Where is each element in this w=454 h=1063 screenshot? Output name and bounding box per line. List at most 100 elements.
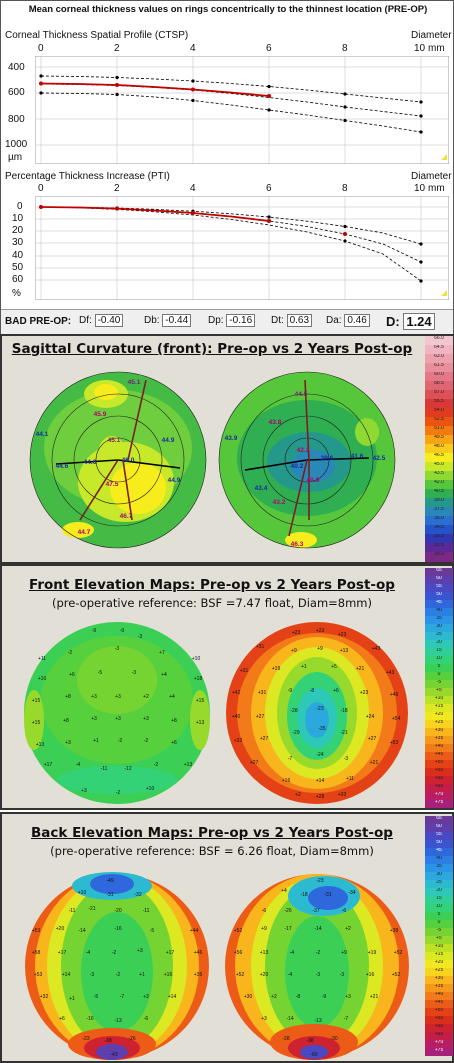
svg-text:+16: +16 <box>164 972 173 978</box>
svg-text:+46: +46 <box>194 950 203 956</box>
svg-text:-21: -21 <box>88 906 95 912</box>
svg-text:-35: -35 <box>318 726 325 732</box>
svg-text:-3: -3 <box>90 972 95 978</box>
sagittal-title: Sagittal Curvature (front): Pre-op vs 2 … <box>11 341 413 357</box>
svg-text:+44: +44 <box>190 928 199 934</box>
scale-label: +45 <box>425 752 453 760</box>
svg-text:+3: +3 <box>65 740 71 746</box>
ctsp-upper-bound <box>40 75 422 103</box>
ctsp-mean <box>40 83 422 117</box>
scale-label: +35 <box>425 984 453 992</box>
scale-label: +75 <box>425 800 453 808</box>
svg-text:+3: +3 <box>115 694 121 700</box>
svg-text:+30: +30 <box>244 994 253 1000</box>
pti-y-tick: 10 <box>12 213 24 224</box>
pti-y-tick: 30 <box>12 237 24 248</box>
svg-text:+7: +7 <box>159 650 165 656</box>
svg-text:-6: -6 <box>342 908 347 914</box>
svg-text:+15: +15 <box>196 698 205 704</box>
scale-label: 55 <box>425 832 453 840</box>
front-elevation-title: Front Elevation Maps: Pre-op vs 2 Years … <box>29 577 395 593</box>
svg-text:-9: -9 <box>322 994 327 1000</box>
svg-text:-16: -16 <box>114 926 121 932</box>
svg-text:+16: +16 <box>366 972 375 978</box>
svg-text:+15: +15 <box>32 698 41 704</box>
scale-label: 55 <box>425 584 453 592</box>
scale-label: +40 <box>425 744 453 752</box>
front-elevation-preop-map: -9 -9 -3 +11 -2 -3 +7 +10 +16 +6 -5 -3 +4 +18 +15 +8… <box>24 622 210 804</box>
svg-text:-7: -7 <box>288 756 293 762</box>
svg-text:-4: -4 <box>86 950 91 956</box>
map-value: 44.9 <box>168 477 181 484</box>
svg-text:+31: +31 <box>258 690 267 696</box>
scale-label: 15 <box>425 896 453 904</box>
svg-text:-2: -2 <box>116 790 121 796</box>
svg-text:+54: +54 <box>392 716 401 722</box>
back-elevation-panel: Back Elevation Maps: Pre-op vs 2 Years P… <box>0 812 454 1063</box>
svg-text:-5: -5 <box>94 994 99 1000</box>
svg-text:+8: +8 <box>171 718 177 724</box>
svg-text:-18: -18 <box>340 708 347 714</box>
svg-text:-13: -13 <box>314 1018 321 1024</box>
map-value: 46.3 <box>291 541 304 548</box>
svg-text:-6: -6 <box>144 1016 149 1022</box>
ctsp-title: Corneal Thickness Spatial Profile (CTSP) <box>5 30 189 41</box>
svg-text:+11: +11 <box>346 776 354 782</box>
svg-text:-18: -18 <box>300 892 307 898</box>
ctsp-y-unit: µm <box>8 152 23 163</box>
svg-text:-7: -7 <box>344 1016 349 1022</box>
svg-text:+13: +13 <box>196 720 205 726</box>
scale-label: 65 <box>425 816 453 824</box>
scale-label: 48.0 <box>425 444 453 453</box>
scale-label: +50 <box>425 1008 453 1016</box>
svg-text:-3: -3 <box>132 670 137 676</box>
svg-text:+6: +6 <box>59 1016 65 1022</box>
svg-text:+17: +17 <box>44 762 53 768</box>
pti-x-tick: 2 <box>114 183 120 194</box>
scale-label: 10 <box>425 656 453 664</box>
svg-text:-26: -26 <box>284 908 291 914</box>
svg-text:-16: -16 <box>86 1016 93 1022</box>
svg-text:-60: -60 <box>310 1052 317 1058</box>
svg-text:+35: +35 <box>194 972 203 978</box>
map-value: 43.9 <box>225 435 238 442</box>
svg-text:-28: -28 <box>282 1036 289 1042</box>
scale-label: 25 <box>425 880 453 888</box>
bad-d-value: 1.24 <box>403 313 435 330</box>
scale-label: 35 <box>425 864 453 872</box>
svg-text:-2: -2 <box>316 950 321 956</box>
svg-text:+1: +1 <box>139 972 145 978</box>
scale-label: +20 <box>425 960 453 968</box>
svg-text:+1: +1 <box>69 996 75 1002</box>
svg-text:+2: +2 <box>143 694 149 700</box>
bad-dt-value: 0.63 <box>286 314 313 327</box>
svg-text:+9: +9 <box>317 646 323 652</box>
sagittal-colorbar: 66.0 64.5 63.0 61.5 60.0 58.5 57.0 55.5 … <box>425 336 453 562</box>
back-elevation-title: Back Elevation Maps: Pre-op vs 2 Years P… <box>31 825 393 841</box>
svg-text:+20: +20 <box>260 972 269 978</box>
scale-label: 61.5 <box>425 363 453 372</box>
bad-da-name: Da: <box>326 315 342 326</box>
svg-text:-9: -9 <box>120 628 125 634</box>
svg-text:+3: +3 <box>137 948 143 954</box>
svg-text:-3: -3 <box>340 972 345 978</box>
svg-text:+13: +13 <box>340 648 349 654</box>
svg-text:+28: +28 <box>316 794 325 800</box>
svg-text:+31: +31 <box>240 668 249 674</box>
scale-label: 65 <box>425 568 453 576</box>
svg-text:-49: -49 <box>106 878 113 884</box>
svg-text:-14: -14 <box>286 1016 293 1022</box>
bad-dt: Dt: 0.63 <box>271 314 313 327</box>
scale-label: +5 <box>425 936 453 944</box>
svg-text:-4: -4 <box>76 762 81 768</box>
scale-label: 36.0 <box>425 516 453 525</box>
scale-label: 42.0 <box>425 480 453 489</box>
scale-label: 39.0 <box>425 498 453 507</box>
svg-text:+6: +6 <box>171 740 177 746</box>
svg-text:-5: -5 <box>98 670 103 676</box>
scale-label: 45 <box>425 600 453 608</box>
svg-text:+52: +52 <box>392 972 401 978</box>
scale-label: +10 <box>425 696 453 704</box>
svg-text:-7: -7 <box>120 994 125 1000</box>
ctsp-y-tick: 400 <box>8 62 25 73</box>
